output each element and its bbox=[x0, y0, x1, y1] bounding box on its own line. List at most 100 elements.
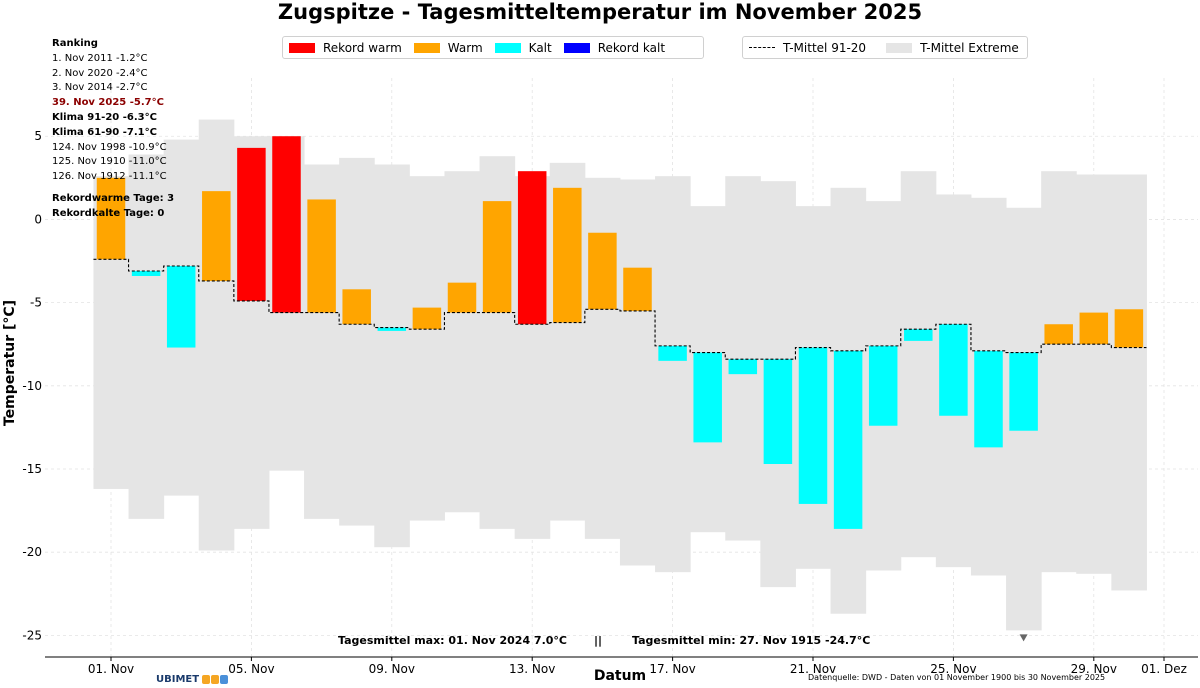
legend-item-extreme: T-Mittel Extreme bbox=[886, 41, 1019, 55]
x-tick-label: 01. Dez bbox=[1141, 662, 1187, 676]
temperature-bar bbox=[658, 345, 687, 361]
ranking-line: 3. Nov 2014 -2.7°C bbox=[52, 82, 148, 94]
ubimet-logo: UBIMET bbox=[156, 674, 229, 685]
extreme-separator: || bbox=[594, 634, 603, 647]
extreme-range-bar bbox=[655, 176, 691, 573]
extreme-min-text: Tagesmittel min: 27. Nov 1915 -24.7°C bbox=[632, 634, 871, 647]
y-tick-label: -15 bbox=[22, 462, 42, 476]
extreme-range-bar bbox=[339, 157, 375, 526]
ranking-line: 125. Nov 1910 -11.0°C bbox=[52, 156, 167, 168]
legend-label: Warm bbox=[447, 40, 483, 55]
ranking-current-year: 39. Nov 2025 -5.7°C bbox=[52, 97, 164, 109]
legend-item-warm: Warm bbox=[413, 40, 483, 55]
extreme-range-bar bbox=[409, 176, 445, 521]
extreme-range-bar bbox=[198, 119, 235, 551]
x-tick-label: 25. Nov bbox=[930, 662, 976, 676]
x-tick-label: 01. Nov bbox=[88, 662, 134, 676]
ranking-klima-61-90: Klima 61-90 -7.1°C bbox=[52, 126, 157, 138]
y-tick-label: 5 bbox=[34, 129, 42, 143]
extreme-range-bar bbox=[725, 176, 761, 541]
temperature-bar bbox=[939, 324, 968, 416]
temperature-bar bbox=[96, 177, 126, 260]
temperature-bar bbox=[623, 267, 652, 311]
legend-swatch bbox=[289, 42, 315, 53]
temperature-bar bbox=[904, 329, 933, 341]
x-tick-label: 05. Nov bbox=[228, 662, 274, 676]
record-min-marker bbox=[1019, 634, 1028, 642]
temperature-bar bbox=[166, 266, 196, 348]
logo-text: UBIMET bbox=[156, 674, 200, 685]
temperature-bar bbox=[307, 199, 336, 313]
extreme-range-bar bbox=[128, 154, 165, 519]
extreme-range-bar bbox=[1041, 171, 1077, 573]
extreme-range-bar bbox=[1076, 174, 1112, 574]
ranking-line: 2. Nov 2020 -2.4°C bbox=[52, 67, 148, 79]
temperature-bar bbox=[868, 345, 898, 426]
ranking-panel: Ranking 1. Nov 2011 -1.2°C 2. Nov 2020 -… bbox=[52, 37, 174, 222]
x-tick-label: 09. Nov bbox=[369, 662, 415, 676]
x-tick-label: 13. Nov bbox=[509, 662, 555, 676]
extreme-max-text: Tagesmittel max: 01. Nov 2024 7.0°C bbox=[338, 634, 567, 647]
temperature-bar bbox=[728, 359, 758, 375]
temperature-bar bbox=[553, 187, 582, 323]
extreme-range-bar bbox=[619, 179, 656, 566]
temperature-bar bbox=[588, 232, 617, 310]
y-tick-label: 0 bbox=[34, 212, 42, 226]
legend-label: Rekord warm bbox=[323, 40, 402, 55]
legend-item-rekord-kalt: Rekord kalt bbox=[563, 40, 666, 55]
x-tick-label: 17. Nov bbox=[649, 662, 695, 676]
ranking-line: 126. Nov 1912 -11.1°C bbox=[52, 171, 167, 183]
legend-label: Rekord kalt bbox=[597, 40, 666, 55]
temperature-bar bbox=[1079, 312, 1109, 345]
temperature-bar bbox=[377, 327, 407, 331]
temperature-bar bbox=[131, 271, 161, 276]
legend-label: Kalt bbox=[528, 40, 552, 55]
extreme-range-bar bbox=[584, 177, 621, 539]
x-tick-label: 29. Nov bbox=[1071, 662, 1117, 676]
rekordwarm-days: Rekordwarme Tage: 3 bbox=[52, 192, 175, 204]
temperature-bar bbox=[202, 191, 231, 281]
ranking-klima-91-20: Klima 91-20 -6.3°C bbox=[52, 111, 157, 123]
ranking-line: 1. Nov 2011 -1.2°C bbox=[52, 52, 148, 64]
temperature-bar bbox=[693, 352, 722, 443]
logo-boxes bbox=[201, 675, 229, 684]
temperature-bar bbox=[517, 171, 547, 325]
ranking-heading: Ranking bbox=[52, 38, 98, 49]
x-axis-label: Datum bbox=[593, 668, 647, 684]
extreme-range-bar bbox=[900, 171, 937, 558]
legend-references: T-Mittel 91-20 T-Mittel Extreme bbox=[742, 36, 1028, 59]
temperature-bar bbox=[412, 307, 442, 330]
legend-item-rekord-warm: Rekord warm bbox=[289, 41, 402, 55]
y-tick-label: -10 bbox=[22, 379, 42, 393]
legend-item-tmittel: T-Mittel 91-20 bbox=[749, 41, 866, 55]
temperature-bar bbox=[1114, 309, 1144, 348]
temperature-bar bbox=[833, 350, 863, 529]
temperature-bar bbox=[272, 136, 301, 313]
temperature-bar bbox=[763, 359, 793, 464]
ranking-line: 124. Nov 1998 -10.9°C bbox=[52, 141, 167, 153]
y-tick-label: -25 bbox=[22, 628, 42, 642]
legend-categories: Rekord warm Warm Kalt Rekord kalt bbox=[282, 36, 704, 59]
temperature-bar bbox=[447, 282, 477, 313]
extreme-range-bar bbox=[444, 171, 481, 513]
temperature-bar bbox=[1009, 352, 1038, 431]
y-tick-label: -5 bbox=[30, 296, 42, 310]
temperature-bar bbox=[1044, 324, 1073, 345]
rekordkalt-days: Rekordkalte Tage: 0 bbox=[52, 207, 165, 219]
y-axis-label: Temperatur [°C] bbox=[2, 299, 18, 427]
y-tick-label: -20 bbox=[22, 545, 42, 559]
extreme-range-bar bbox=[1111, 174, 1147, 591]
temperature-bar bbox=[237, 147, 266, 301]
extreme-range-bar bbox=[374, 164, 410, 548]
legend-swatch bbox=[494, 42, 521, 53]
temperature-bar bbox=[974, 350, 1003, 448]
legend-label: T-Mittel Extreme bbox=[920, 40, 1019, 55]
legend-dash-line bbox=[749, 47, 775, 48]
legend-label: T-Mittel 91-20 bbox=[783, 40, 867, 55]
data-source: Datenquelle: DWD - Daten von 01 November… bbox=[808, 673, 1106, 682]
x-tick-label: 21. Nov bbox=[790, 662, 836, 676]
temperature-bar bbox=[342, 289, 371, 325]
temperature-bar bbox=[482, 201, 512, 313]
legend-item-kalt: Kalt bbox=[494, 40, 552, 55]
